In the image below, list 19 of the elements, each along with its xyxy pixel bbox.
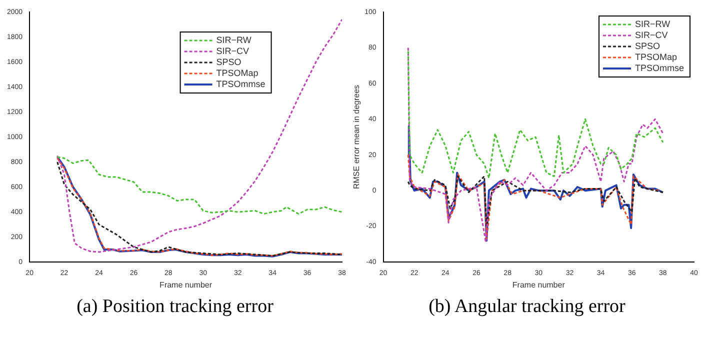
legend-label: SIR−CV <box>216 46 250 56</box>
legend-label: SIR−RW <box>216 34 252 45</box>
legend-label: TPSOMap <box>634 52 678 62</box>
line-series <box>56 156 342 215</box>
line-series <box>407 176 664 228</box>
text: (b) Angular tracking error <box>428 296 626 318</box>
legend-label: SIR−RW <box>634 18 671 29</box>
legend-label: TPSOMap <box>216 68 258 78</box>
legend-label: TPSOmmse <box>216 78 266 89</box>
y-axis-title: RMSE error mean in degrees <box>352 84 362 190</box>
line-series <box>56 18 342 253</box>
legend-label: SPSO <box>216 56 242 67</box>
text: (a) Position tracking error <box>76 296 274 318</box>
legend-label: SPSO <box>634 40 660 51</box>
legend-label: SIR−CV <box>634 30 668 40</box>
legend-label: TPSOmmse <box>634 62 684 73</box>
x-axis-title: Frame number <box>512 280 566 290</box>
x-axis-title: Frame number <box>160 280 212 290</box>
line-series <box>407 154 661 240</box>
